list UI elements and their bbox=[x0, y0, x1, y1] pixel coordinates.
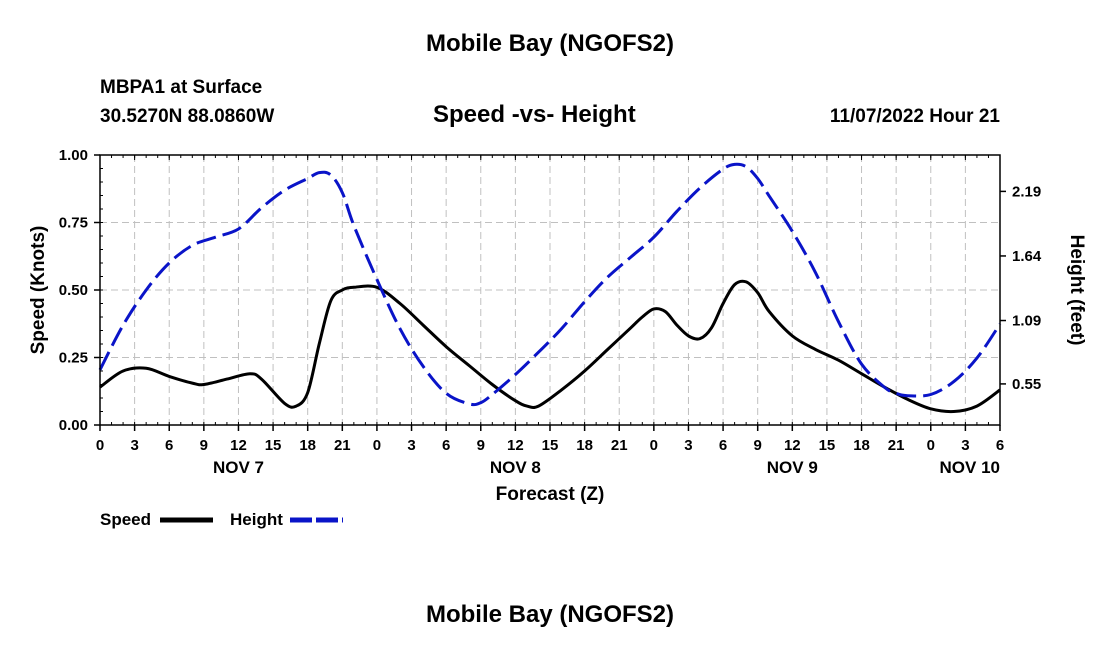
station-label: MBPA1 at Surface bbox=[100, 77, 263, 98]
bottom-title: Mobile Bay (NGOFS2) bbox=[425, 601, 675, 628]
x-tick-label: 15 bbox=[265, 437, 282, 454]
y-left-tick-label: 0.50 bbox=[59, 282, 88, 299]
legend-height-label: Height bbox=[230, 510, 283, 529]
x-tick-label: 18 bbox=[853, 437, 870, 454]
x-tick-label: 0 bbox=[96, 437, 104, 454]
series-lines bbox=[98, 162, 1002, 414]
y-right-tick-label: 0.55 bbox=[1012, 376, 1041, 393]
y-axis-left-title: Speed (Knots) bbox=[28, 226, 49, 355]
x-tick-label: 15 bbox=[542, 437, 559, 454]
legend: Speed Height bbox=[100, 510, 343, 529]
forecast-datetime: 11/07/2022 Hour 21 bbox=[829, 106, 1000, 127]
y-left-tick-label: 0.75 bbox=[59, 215, 88, 232]
x-tick-label: 0 bbox=[373, 437, 381, 454]
x-tick-label: 9 bbox=[477, 437, 485, 454]
x-tick-label: 9 bbox=[754, 437, 762, 454]
y-left-tick-label: 0.00 bbox=[59, 417, 88, 434]
x-tick-label: 12 bbox=[230, 437, 247, 454]
x-tick-label: 6 bbox=[442, 437, 450, 454]
x-tick-label: 21 bbox=[888, 437, 905, 454]
y-left-tick-label: 0.25 bbox=[59, 350, 88, 367]
x-tick-label: 21 bbox=[334, 437, 351, 454]
x-tick-label: 21 bbox=[611, 437, 628, 454]
axis-ticks bbox=[94, 154, 1006, 431]
y-axis-right-title: Height (feet) bbox=[1066, 235, 1087, 346]
x-axis-title: Forecast (Z) bbox=[496, 484, 605, 505]
station-coords: 30.5270N 88.0860W bbox=[100, 106, 275, 127]
x-tick-label: 6 bbox=[165, 437, 173, 454]
x-tick-label: 0 bbox=[650, 437, 658, 454]
grid-lines bbox=[100, 155, 1000, 425]
top-title: Mobile Bay (NGOFS2) bbox=[425, 30, 675, 57]
chart-title: Speed -vs- Height bbox=[433, 101, 636, 128]
y-right-tick-label: 1.09 bbox=[1012, 313, 1041, 330]
x-tick-label: 6 bbox=[996, 437, 1004, 454]
axis-labels: 0 3 6 9 12 15 18 21 0 3 6 9 12 15 18 21 0 3 6 9 12 15 18 21 0 3 6 N… bbox=[59, 147, 1042, 477]
x-tick-label: 18 bbox=[576, 437, 593, 454]
day-label: NOV 7 bbox=[213, 458, 264, 477]
x-tick-label: 3 bbox=[961, 437, 969, 454]
x-tick-label: 9 bbox=[200, 437, 208, 454]
x-tick-label: 12 bbox=[507, 437, 524, 454]
y-left-tick-label: 1.00 bbox=[59, 147, 88, 164]
y-right-tick-label: 2.19 bbox=[1012, 183, 1041, 200]
x-tick-label: 18 bbox=[299, 437, 316, 454]
series-line-speed bbox=[99, 279, 1001, 414]
x-tick-label: 0 bbox=[927, 437, 935, 454]
y-right-tick-label: 1.64 bbox=[1012, 248, 1042, 265]
legend-speed-label: Speed bbox=[100, 510, 151, 529]
x-tick-label: 12 bbox=[784, 437, 801, 454]
day-label: NOV 10 bbox=[940, 458, 1000, 477]
x-tick-label: 15 bbox=[819, 437, 836, 454]
series-line-height bbox=[98, 162, 1002, 407]
x-tick-label: 3 bbox=[684, 437, 692, 454]
day-label: NOV 8 bbox=[490, 458, 541, 477]
x-tick-label: 3 bbox=[407, 437, 415, 454]
x-tick-label: 3 bbox=[130, 437, 138, 454]
day-label: NOV 9 bbox=[767, 458, 818, 477]
x-tick-label: 6 bbox=[719, 437, 727, 454]
